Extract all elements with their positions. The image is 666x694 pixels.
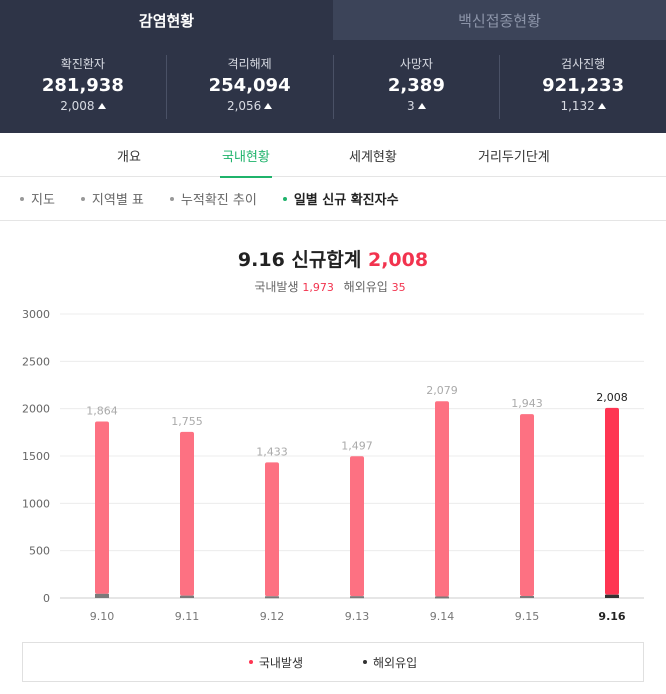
- bar-domestic: [435, 401, 449, 597]
- overseas-value: 35: [391, 281, 406, 294]
- tab-vaccination-status[interactable]: 백신접종현황: [333, 0, 666, 40]
- up-arrow-icon: [97, 102, 106, 109]
- y-tick-label: 2000: [22, 403, 50, 416]
- filter-cumulative[interactable]: 누적확진 추이: [169, 189, 257, 208]
- y-tick-label: 2500: [22, 355, 50, 368]
- filter-label: 지도: [31, 193, 55, 208]
- y-tick-label: 1000: [22, 497, 50, 510]
- x-tick-label: 9.13: [345, 610, 370, 623]
- legend-label: 해외유입: [373, 655, 418, 670]
- tab-distancing[interactable]: 거리두기단계: [478, 149, 550, 165]
- stat-label: 격리해제: [227, 56, 272, 71]
- stat-label: 사망자: [399, 56, 433, 71]
- tab-domestic[interactable]: 국내현황: [220, 133, 272, 178]
- x-tick-label: 9.11: [175, 610, 200, 623]
- bar-overseas: [180, 595, 194, 598]
- bullet-icon: [20, 196, 24, 201]
- stat-delta: 3: [334, 99, 500, 113]
- bullet-icon: [80, 196, 85, 201]
- bar-overseas: [435, 596, 449, 599]
- bullet-icon: [169, 196, 174, 201]
- stat-delta-value: 3: [407, 98, 415, 113]
- chart-svg: 0 500 1000 1500 2000 2500 3000 1,864 9.10 1,755 9.…: [22, 308, 644, 623]
- x-tick-label: 9.15: [515, 610, 540, 623]
- x-tick-label: 9.10: [90, 610, 115, 623]
- x-tick-label: 9.12: [260, 610, 285, 623]
- y-tick-label: 1500: [22, 450, 50, 463]
- bar-domestic: [350, 456, 364, 597]
- bar-domestic: [265, 462, 279, 597]
- stat-delta: 2,056: [167, 99, 333, 113]
- stat-value: 254,094: [208, 74, 291, 96]
- y-tick-label: 3000: [22, 308, 50, 321]
- top-tabs: 감염현황 백신접종현황: [0, 0, 666, 40]
- data-label: 1,864: [86, 405, 118, 418]
- filter-bar: 지도 지역별 표 누적확진 추이 일별 신규 확진자수: [0, 177, 666, 221]
- bar-domestic: [605, 407, 619, 595]
- stat-delta-value: 1,132: [560, 98, 595, 113]
- overseas-label: 해외유입: [343, 280, 388, 294]
- stat-value: 2,389: [387, 74, 445, 96]
- data-label: 2,008: [596, 391, 628, 404]
- stats-panel: 확진환자 281,938 2,008 격리해제 254,094 2,056 사망…: [0, 40, 666, 133]
- stat-value: 281,938: [41, 74, 124, 96]
- summary-date-label: 9.16 신규합계: [237, 249, 362, 271]
- stat-confirmed: 확진환자 281,938 2,008: [0, 54, 167, 119]
- filter-label: 누적확진 추이: [180, 193, 257, 208]
- x-tick-label: 9.16: [598, 610, 625, 623]
- stat-value: 921,233: [542, 74, 625, 96]
- stat-deaths: 사망자 2,389 3: [334, 54, 501, 119]
- bar-overseas: [265, 596, 279, 599]
- filter-map[interactable]: 지도: [20, 189, 55, 208]
- up-arrow-icon: [417, 102, 426, 109]
- stat-delta: 1,132: [500, 99, 666, 113]
- legend-overseas[interactable]: 해외유입: [363, 654, 417, 671]
- tab-world[interactable]: 세계현황: [349, 149, 397, 165]
- data-label: 2,079: [426, 384, 458, 397]
- tab-overview[interactable]: 개요: [117, 149, 141, 165]
- summary-total: 2,008: [367, 249, 429, 271]
- daily-cases-chart: 0 500 1000 1500 2000 2500 3000 1,864 9.10 1,755 9.…: [0, 302, 666, 632]
- chart-legend: 국내발생 해외유입: [22, 642, 644, 682]
- stat-delta: 2,008: [0, 99, 166, 113]
- up-arrow-icon: [597, 102, 606, 109]
- stat-released: 격리해제 254,094 2,056: [167, 54, 334, 119]
- stat-delta-value: 2,056: [226, 98, 262, 113]
- stat-label: 확진환자: [60, 56, 105, 71]
- tab-infection-status[interactable]: 감염현황: [0, 0, 333, 40]
- x-tick-label: 9.14: [430, 610, 455, 623]
- stat-label: 검사진행: [561, 56, 606, 71]
- sub-tabs: 개요 국내현황 세계현황 거리두기단계: [0, 133, 666, 178]
- summary-breakdown: 국내발생 1,973 해외유입 35: [0, 278, 666, 295]
- stat-delta-value: 2,008: [60, 98, 95, 113]
- data-label: 1,497: [341, 439, 373, 452]
- data-label: 1,433: [256, 445, 288, 458]
- bar-overseas: [520, 596, 534, 599]
- bar-overseas: [605, 594, 619, 598]
- legend-dot-icon: [248, 660, 253, 664]
- filter-label: 일별 신규 확진자수: [293, 193, 399, 208]
- y-tick-label: 0: [43, 592, 50, 605]
- domestic-label: 국내발생: [254, 280, 299, 294]
- summary-title: 9.16 신규합계 2,008: [0, 245, 666, 272]
- filter-region-table[interactable]: 지역별 표: [80, 189, 144, 208]
- y-tick-label: 500: [29, 545, 50, 558]
- domestic-value: 1,973: [302, 281, 334, 294]
- data-label: 1,755: [171, 415, 203, 428]
- up-arrow-icon: [264, 102, 273, 109]
- daily-summary: 9.16 신규합계 2,008 국내발생 1,973 해외유입 35: [0, 245, 666, 295]
- bar-overseas: [95, 593, 109, 598]
- legend-domestic[interactable]: 국내발생: [248, 654, 303, 671]
- legend-dot-icon: [363, 660, 367, 664]
- filter-label: 지역별 표: [91, 193, 144, 208]
- bar-domestic: [180, 431, 194, 596]
- bar-overseas: [350, 596, 364, 599]
- bar-domestic: [95, 421, 109, 594]
- bar-domestic: [520, 414, 534, 597]
- legend-label: 국내발생: [258, 655, 303, 670]
- data-label: 1,943: [511, 397, 543, 410]
- stat-testing: 검사진행 921,233 1,132: [500, 55, 666, 119]
- filter-daily-new[interactable]: 일별 신규 확진자수: [282, 189, 399, 208]
- bullet-icon: [282, 196, 287, 201]
